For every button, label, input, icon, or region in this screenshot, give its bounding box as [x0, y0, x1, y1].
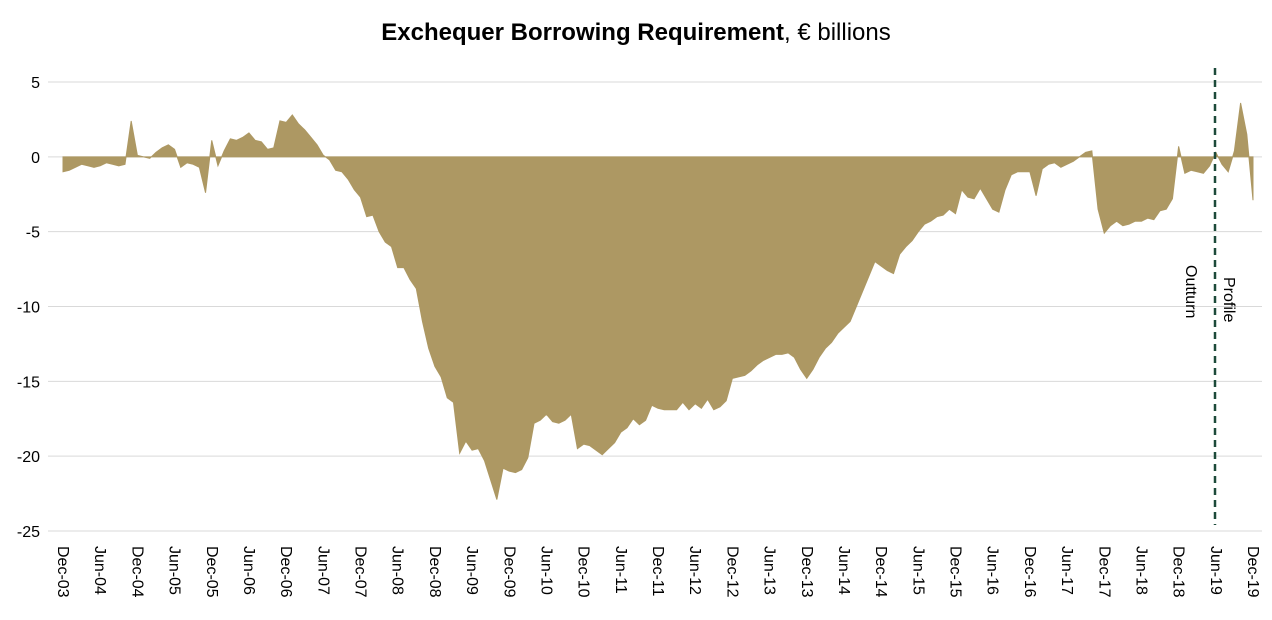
x-tick-label: Jun-08 [389, 546, 406, 595]
chart-subtitle: , € billions [784, 19, 891, 46]
x-tick-label: Jun-09 [463, 546, 480, 595]
annotation: Outturn [1182, 265, 1199, 318]
x-tick-label: Dec-07 [352, 546, 369, 598]
x-tick-label: Dec-13 [798, 546, 815, 598]
y-tick-label: -5 [26, 225, 40, 242]
x-tick-label: Jun-07 [314, 546, 331, 595]
x-tick-label: Jun-18 [1132, 546, 1149, 595]
x-tick-label: Dec-16 [1021, 546, 1038, 598]
x-tick-label: Jun-16 [984, 546, 1001, 595]
y-tick-label: -10 [17, 300, 40, 317]
annotation: Profile [1220, 277, 1237, 322]
x-tick-label: Dec-05 [203, 546, 220, 598]
y-tick-label: 0 [31, 150, 40, 167]
x-tick-label: Dec-14 [872, 546, 889, 598]
x-tick-label: Dec-12 [723, 546, 740, 598]
area [62, 102, 1254, 500]
x-tick-label: Dec-17 [1095, 546, 1112, 598]
x-tick-label: Jun-19 [1207, 546, 1224, 595]
x-tick-label: Dec-03 [54, 546, 71, 598]
x-tick-label: Dec-18 [1170, 546, 1187, 598]
x-tick-label: Jun-11 [612, 546, 629, 594]
y-tick-label: -15 [17, 374, 40, 391]
x-tick-label: Jun-15 [909, 546, 926, 595]
x-tick-label: Jun-12 [686, 546, 703, 595]
x-tick-label: Jun-17 [1058, 546, 1075, 595]
chart-title: Exchequer Borrowing Requirement [381, 19, 784, 46]
x-tick-label: Dec-19 [1244, 546, 1261, 598]
y-tick-label: -20 [17, 449, 40, 466]
chart-title-group: Exchequer Borrowing Requirement, € billi… [381, 19, 890, 46]
x-tick-label: Dec-11 [649, 546, 666, 596]
x-tick-label: Jun-13 [761, 546, 778, 595]
x-tick-label: Dec-08 [426, 546, 443, 598]
x-tick-label: Dec-06 [277, 546, 294, 598]
x-tick-label: Dec-10 [575, 546, 592, 598]
area-layer [62, 102, 1254, 500]
y-tick-label: -25 [17, 524, 40, 541]
x-tick-label: Jun-04 [91, 546, 108, 595]
x-tick-label: Dec-09 [500, 546, 517, 598]
x-tick-label: Jun-10 [537, 546, 554, 595]
x-tick-label: Jun-05 [166, 546, 183, 595]
x-tick-label: Jun-06 [240, 546, 257, 595]
x-tick-label: Dec-04 [128, 546, 145, 598]
x-tick-label: Dec-15 [947, 546, 964, 598]
x-axis: Dec-03 Jun-04 Dec-04 Jun-05 Dec-05 Jun-06 Dec-… [54, 546, 1261, 598]
x-tick-label: Jun-14 [835, 546, 852, 595]
y-tick-label: 5 [31, 75, 40, 92]
